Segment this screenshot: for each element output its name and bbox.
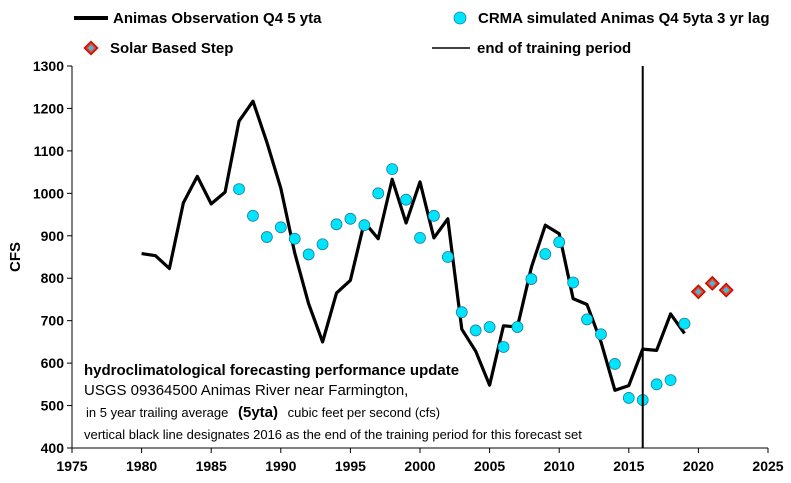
solar-step-point-core xyxy=(695,288,702,296)
y-tick-label: 1000 xyxy=(33,185,64,201)
legend-swatch-simulated xyxy=(453,11,467,25)
annotation-units-bold: (5yta) xyxy=(238,404,278,421)
simulated-point xyxy=(650,378,663,391)
simulated-point xyxy=(233,183,245,195)
simulated-point xyxy=(622,392,635,404)
simulated-point xyxy=(581,313,593,326)
simulated-point xyxy=(595,328,607,341)
y-axis-label: CFS xyxy=(7,242,24,272)
series-group xyxy=(141,66,734,448)
simulated-point xyxy=(664,374,677,386)
y-tick-label: 1200 xyxy=(33,100,64,116)
simulated-point xyxy=(428,209,440,222)
x-tick-label: 1980 xyxy=(126,458,157,474)
simulated-point xyxy=(469,324,482,337)
legend-label: Animas Observation Q4 5 yta xyxy=(113,10,322,27)
y-tick-label: 1100 xyxy=(34,143,65,159)
simulated-point xyxy=(330,218,343,231)
legend-label: Solar Based Step xyxy=(110,40,233,57)
annotation-units-post: cubic feet per second (cfs) xyxy=(288,405,440,420)
x-tick-label: 2020 xyxy=(683,458,714,474)
x-tick-label: 2015 xyxy=(613,458,644,474)
simulated-point xyxy=(553,236,566,249)
simulated-point xyxy=(274,221,287,234)
simulated-point xyxy=(483,321,496,333)
y-tick-label: 900 xyxy=(41,228,65,244)
simulated-point xyxy=(511,321,524,333)
solar-step-point-core xyxy=(722,286,730,294)
x-tick-label: 2010 xyxy=(544,458,575,474)
annotation-units-pre: in 5 year trailing average xyxy=(86,405,228,420)
legend-label: CRMA simulated Animas Q4 5yta 3 yr lag xyxy=(478,10,769,27)
simulated-point xyxy=(678,317,691,330)
x-tick-label: 1985 xyxy=(196,458,227,474)
observation-series-line xyxy=(141,99,686,392)
annotation-block: hydroclimatological forecasting performa… xyxy=(84,362,582,442)
simulated-point xyxy=(386,163,399,176)
simulated-point xyxy=(302,248,315,261)
solar-step-point-core xyxy=(709,280,716,287)
x-tick-label: 2025 xyxy=(752,458,783,474)
x-tick-label: 1995 xyxy=(335,458,366,474)
y-tick-label: 800 xyxy=(41,270,65,286)
legend-swatch-solar-core xyxy=(87,44,95,52)
y-tick-label: 1300 xyxy=(33,58,64,74)
x-tick-label: 2005 xyxy=(474,458,505,474)
simulated-point xyxy=(441,251,454,263)
annotation-title: hydroclimatological forecasting performa… xyxy=(84,362,459,379)
simulated-point xyxy=(400,193,412,206)
simulated-point xyxy=(288,232,301,245)
simulated-point xyxy=(525,273,538,285)
simulated-point xyxy=(316,238,329,251)
axes-group: 400 500 600 700 800 900 1000 1100 1200 1300 1975 19… xyxy=(7,58,784,474)
simulated-point xyxy=(455,306,468,319)
annotation-line-station: USGS 09364500 Animas River near Farmingt… xyxy=(84,382,408,399)
simulated-point xyxy=(260,231,273,243)
simulated-point xyxy=(567,276,580,289)
simulated-point xyxy=(358,219,371,232)
simulated-point xyxy=(608,358,621,370)
x-tick-label: 2000 xyxy=(404,458,435,474)
simulated-point xyxy=(414,231,426,244)
simulated-point xyxy=(344,212,357,225)
y-tick-label: 400 xyxy=(41,440,65,456)
y-tick-label: 700 xyxy=(41,313,65,329)
legend: Animas Observation Q4 5 yta CRMA simulate… xyxy=(74,10,769,57)
simulated-point xyxy=(497,341,510,353)
y-tick-label: 500 xyxy=(41,398,65,414)
y-tick-label: 600 xyxy=(41,355,65,371)
legend-label: end of training period xyxy=(477,40,631,57)
simulated-point xyxy=(247,209,259,222)
simulated-point xyxy=(539,248,552,260)
x-tick-label: 1990 xyxy=(265,458,296,474)
simulated-point xyxy=(372,187,385,200)
x-tick-label: 1975 xyxy=(56,458,87,474)
annotation-line-training: vertical black line designates 2016 as t… xyxy=(84,427,582,442)
annotation-line-units: in 5 year trailing average (5yta) cubic … xyxy=(86,404,440,421)
